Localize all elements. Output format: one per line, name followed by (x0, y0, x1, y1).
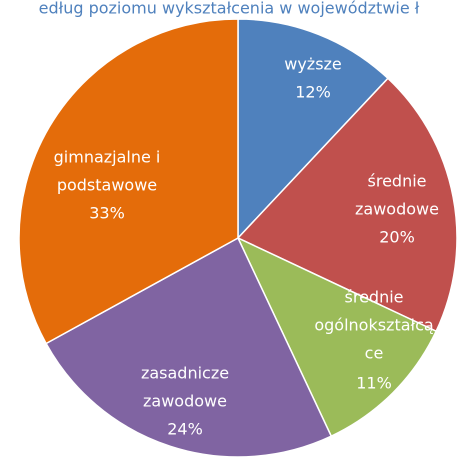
slice-label: średnie (368, 172, 427, 191)
slice-value-label: 33% (89, 204, 125, 223)
slice-value-label: 11% (356, 374, 392, 393)
slice-label: zawodowe (355, 200, 439, 219)
pie-slice (237, 18, 389, 240)
pie-slice (45, 236, 333, 458)
slice-label: ogólnokształcą (314, 316, 433, 335)
slice-label: gimnazjalne i (54, 148, 161, 167)
chart-title: edług poziomu wykształcenia w województw… (39, 0, 420, 18)
slice-value-label: 20% (379, 228, 415, 247)
pie-slice (236, 236, 438, 438)
slice-label: podstawowe (57, 176, 157, 195)
slice-label: średnie (345, 288, 404, 307)
pie-slice (18, 18, 239, 345)
slice-label: wyższe (284, 55, 342, 74)
slice-label: zasadnicze (141, 364, 229, 383)
slice-value-label: 12% (295, 83, 331, 102)
slice-value-label: 24% (167, 420, 203, 439)
pie-slice (236, 77, 458, 333)
slice-label: zawodowe (143, 392, 227, 411)
slice-label: ce (365, 344, 384, 363)
